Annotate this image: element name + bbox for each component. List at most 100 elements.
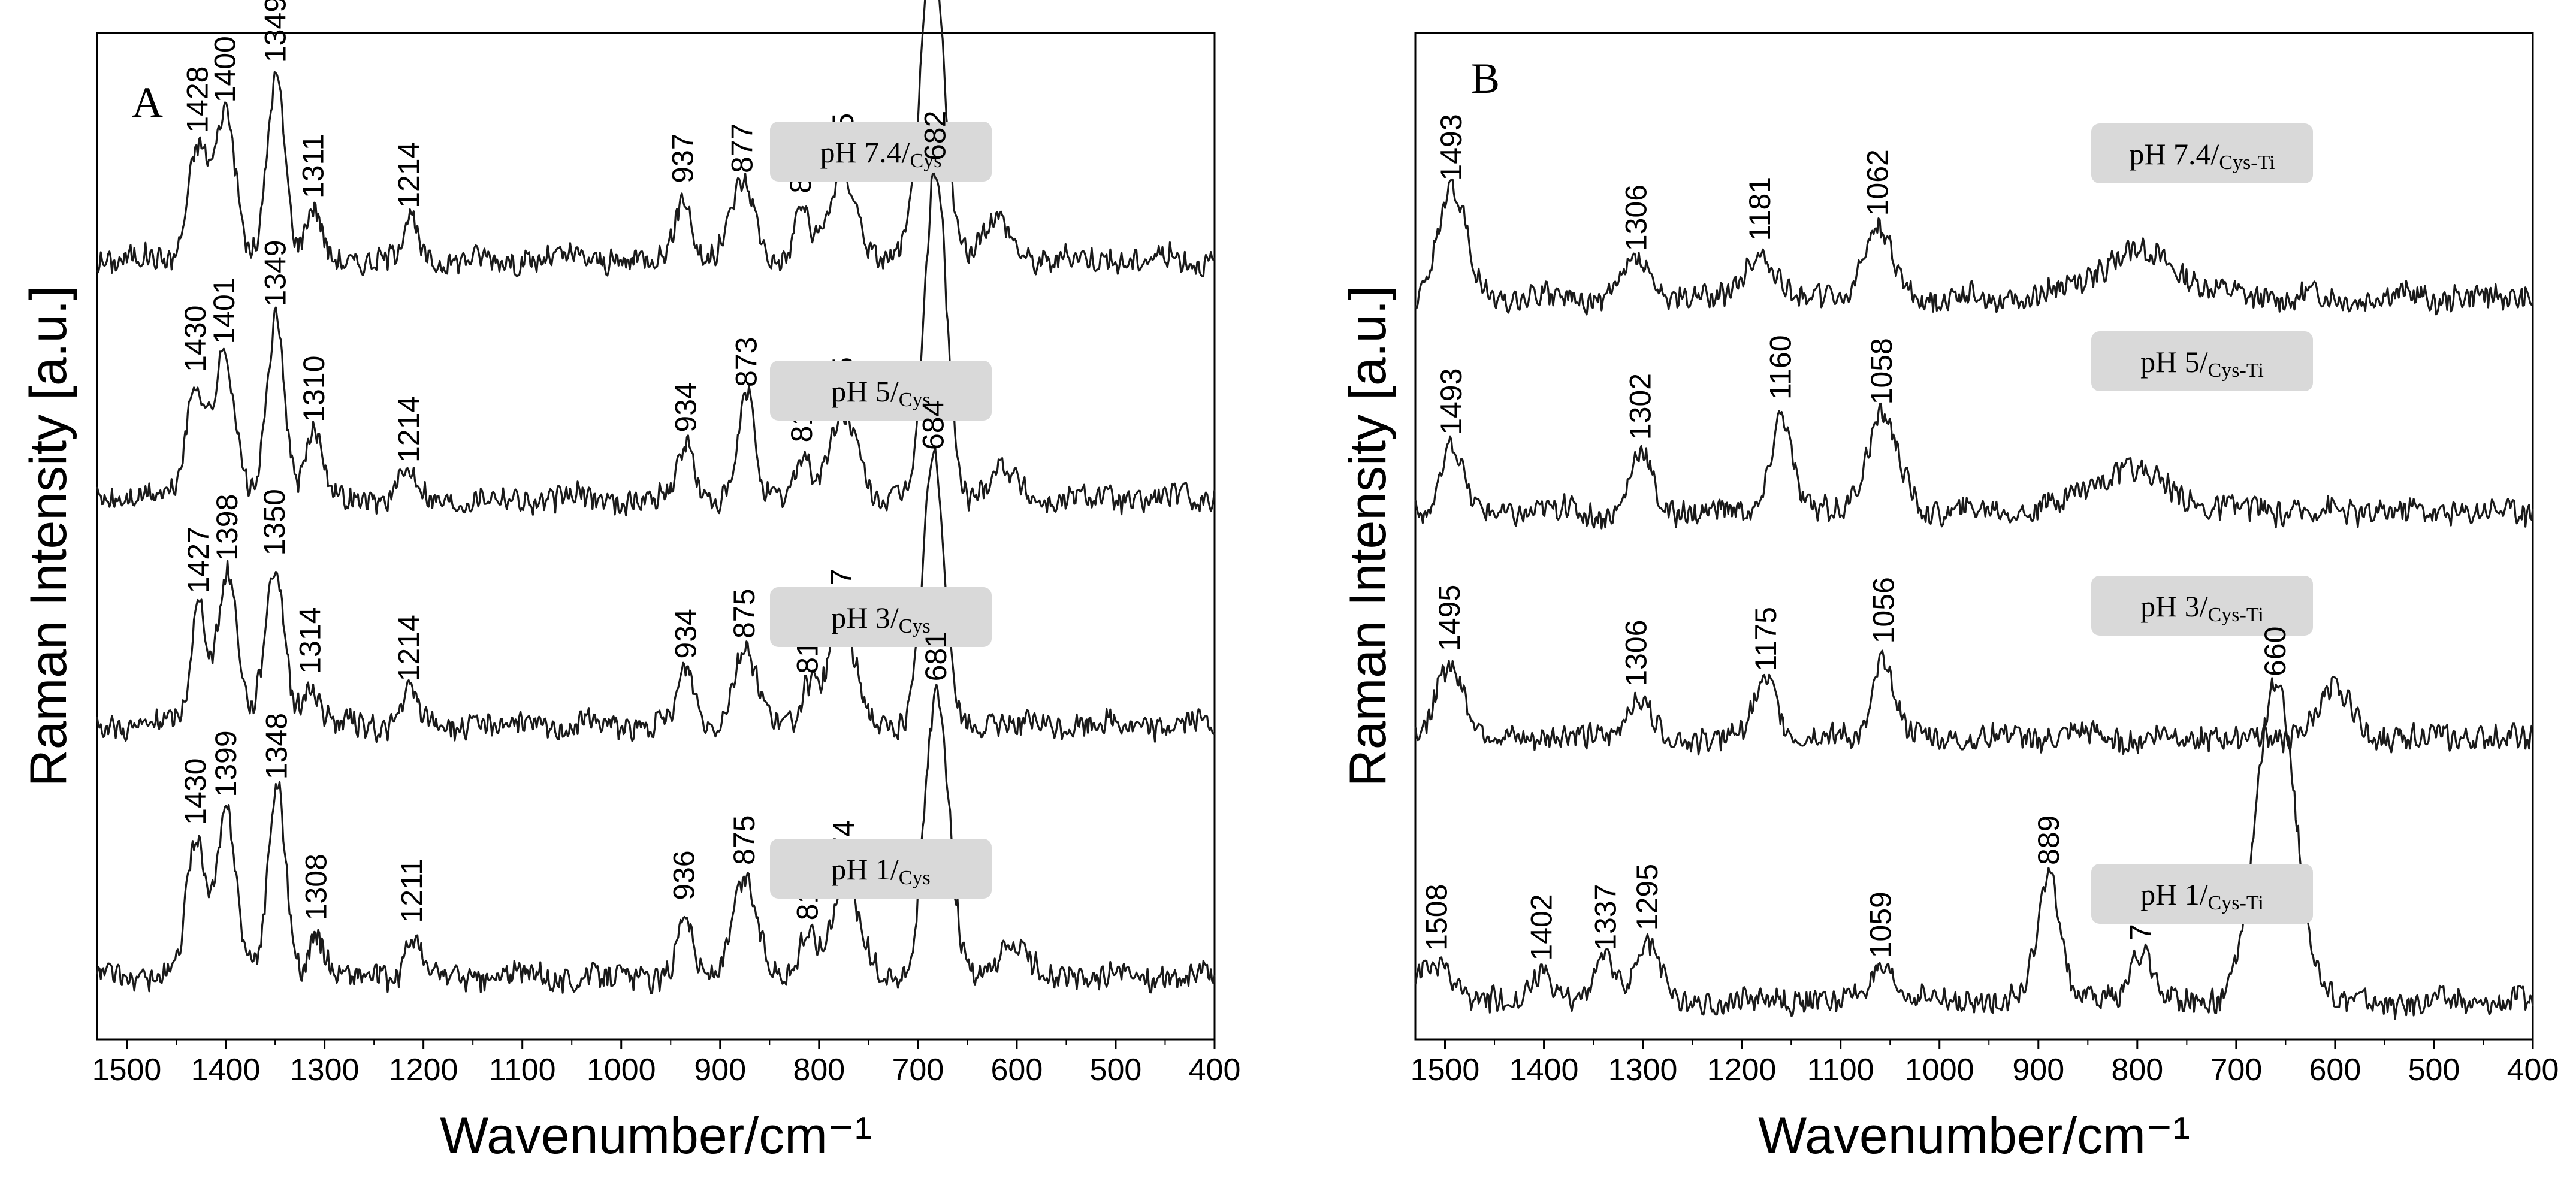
x-tick-label: 1400 [191, 1053, 261, 1087]
peak-label: 1428 [180, 66, 214, 133]
sample-badge-main: pH 7.4/ [820, 135, 910, 169]
peak-label: 1308 [299, 854, 333, 920]
peak-label: 1311 [296, 134, 330, 198]
x-tick-label: 500 [2408, 1053, 2460, 1087]
peak-label: 1306 [1620, 620, 1653, 687]
peak-label: 1400 [209, 36, 242, 102]
peak-label: 1214 [392, 396, 426, 462]
peak-label: 1430 [179, 758, 212, 825]
sample-badge-sub: Cys-Ti [2219, 152, 2275, 174]
spectrum-group: 1493 1302 1160 1058 pH 5/Cys-Ti [1414, 331, 2534, 530]
sample-badge-sub: Cys [899, 615, 931, 637]
peak-label: 1495 [1433, 585, 1466, 651]
x-tick-label: 1500 [1411, 1053, 1480, 1087]
sample-badge-main: pH 7.4/ [2129, 137, 2219, 171]
peak-label: 875 [727, 815, 761, 865]
peak-label: 1314 [293, 607, 327, 674]
sample-badge: pH 5/Cys-Ti [2091, 331, 2313, 391]
sample-badge-text: pH 3/Cys-Ti [2140, 590, 2264, 626]
sample-badge: pH 5/Cys [770, 361, 992, 421]
peak-label: 1295 [1630, 864, 1664, 930]
panel-label: B [1471, 55, 1500, 102]
sample-badge-text: pH 5/Cys-Ti [2140, 345, 2264, 382]
sample-badge-background [2091, 123, 2313, 183]
sample-badge-background [770, 361, 992, 421]
spectrum-line [96, 446, 1215, 743]
spectrum-group: 15081402133712951059889796660pH 1/Cys-Ti [1414, 627, 2534, 1020]
peak-label: 889 [2032, 815, 2065, 865]
peak-label: 1493 [1435, 114, 1468, 180]
sample-badge-background [2091, 864, 2313, 924]
x-axis-title: Wavenumber/cm⁻¹ [1758, 1107, 2190, 1165]
x-axis-title: Wavenumber/cm⁻¹ [440, 1107, 872, 1165]
sample-badge-main: pH 3/ [2140, 590, 2208, 623]
peak-label: 875 [727, 589, 761, 639]
peak-label: 1337 [1589, 884, 1623, 951]
peak-label: 1348 [259, 713, 293, 779]
peak-label: 936 [667, 850, 700, 900]
y-axis-title: Raman Intensity [a.u.] [20, 286, 77, 787]
sample-badge-background [770, 587, 992, 647]
sample-badge-main: pH 5/ [831, 374, 899, 408]
peak-label: 682 [919, 111, 952, 161]
peak-label: 1508 [1420, 884, 1453, 951]
sample-badge-background [2091, 331, 2313, 391]
peak-label: 1399 [209, 730, 243, 797]
spectrum-group: 14301401134913101214934873817775682pH 5/… [96, 111, 1216, 517]
sample-badge: pH 7.4/Cys-Ti [2091, 123, 2313, 183]
peak-label: 1398 [210, 494, 244, 561]
x-tick-label: 1200 [389, 1053, 458, 1087]
spectrum-group: 14271398135013141214934875811777684pH 3/… [96, 400, 1215, 743]
panel-label: A [132, 78, 163, 126]
y-axis-title: Raman Intensity [a.u.] [1339, 286, 1397, 787]
x-tick-label: 800 [793, 1053, 845, 1087]
peak-label: 1181 [1743, 177, 1777, 241]
sample-badge-main: pH 3/ [831, 601, 899, 634]
sample-badge-sub: Cys [899, 389, 931, 411]
x-tick-label: 1100 [1807, 1053, 1874, 1087]
spectrum-group: 14301399134813081211936875811774681pH 1/… [96, 631, 1216, 994]
plot-frame [1414, 32, 2534, 1041]
sample-badge-background [770, 122, 992, 182]
spectrum-group: 14281400134913111214937877818775685pH 7.… [96, 0, 1216, 277]
spectrum-line [1414, 649, 2533, 756]
peak-label: 660 [2258, 627, 2292, 676]
sample-badge-text: pH 1/Cys-Ti [2140, 878, 2264, 914]
sample-badge-sub: Cys-Ti [2208, 892, 2264, 914]
sample-badge-background [770, 839, 992, 899]
x-tick-label: 1400 [1509, 1053, 1579, 1087]
peak-label: 1160 [1764, 335, 1798, 400]
sample-badge-main: pH 1/ [2140, 878, 2208, 911]
sample-badge-main: pH 1/ [831, 853, 899, 886]
sample-badge-text: pH 3/Cys [831, 601, 930, 637]
x-tick-label: 900 [694, 1053, 746, 1087]
x-tick-label: 400 [1189, 1053, 1241, 1087]
sample-badge: pH 7.4/Cys [770, 122, 992, 182]
x-tick-label: 1300 [1608, 1053, 1678, 1087]
spectrum-line [1414, 178, 2534, 316]
peak-label: 1175 [1749, 607, 1783, 672]
spectrum-group: 1493 1306 1181 1062 pH 7.4/Cys-Ti [1414, 114, 2534, 316]
spectrum-line [96, 0, 1216, 277]
x-tick-label: 700 [892, 1053, 944, 1087]
peak-label: 1059 [1864, 891, 1897, 958]
peak-label: 1306 [1620, 185, 1653, 251]
peak-label: 1062 [1861, 149, 1894, 216]
x-tick-label: 1500 [92, 1053, 162, 1087]
sample-badge: pH 3/Cys [770, 587, 992, 647]
plot-frame [96, 32, 1216, 1041]
peak-label: 1350 [258, 489, 291, 555]
peak-label: 1349 [259, 240, 292, 306]
sample-badge-text: pH 7.4/Cys-Ti [2129, 137, 2275, 174]
x-tick-label: 1000 [587, 1053, 656, 1087]
peak-label: 684 [916, 400, 950, 450]
x-tick-label: 600 [991, 1053, 1043, 1087]
peak-label: 1211 [395, 858, 428, 923]
peak-label: 1302 [1623, 373, 1657, 440]
peak-label: 877 [726, 123, 759, 173]
peak-label: 937 [666, 133, 700, 183]
sample-badge-text: pH 1/Cys [831, 853, 930, 889]
x-tick-label: 800 [2111, 1053, 2163, 1087]
peak-label: 1349 [259, 0, 292, 62]
spectrum-line [96, 172, 1216, 517]
